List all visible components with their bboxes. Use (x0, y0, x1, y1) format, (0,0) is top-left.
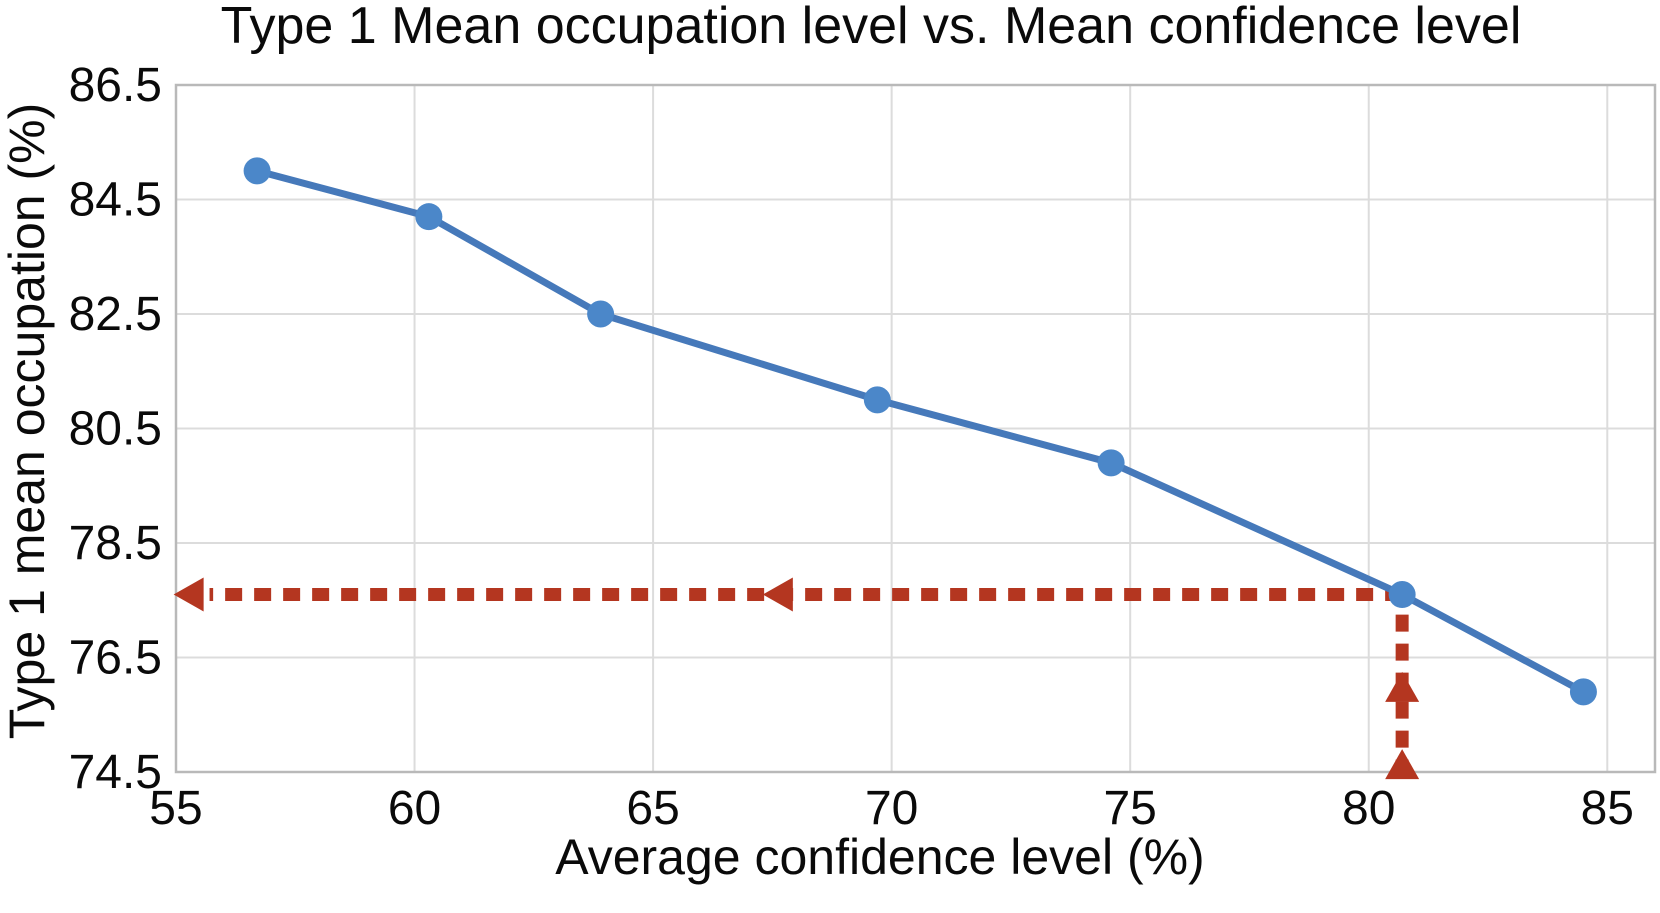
data-point-marker (1388, 581, 1416, 609)
up-arrowhead-icon (1385, 749, 1420, 780)
y-tick-label: 74.5 (69, 746, 162, 799)
x-axis-label: Average confidence level (%) (555, 829, 1205, 885)
data-point-marker (415, 203, 443, 231)
x-tick-label: 75 (1103, 782, 1156, 835)
data-point-marker (1097, 449, 1125, 477)
up-arrowhead-icon (1385, 671, 1420, 702)
data-point-marker (587, 300, 615, 328)
data-point-marker (1569, 678, 1597, 706)
chart-title: Type 1 Mean occupation level vs. Mean co… (220, 0, 1522, 55)
x-tick-label: 80 (1342, 782, 1395, 835)
x-tick-label: 70 (865, 782, 918, 835)
data-point-marker (243, 157, 271, 185)
y-tick-label: 84.5 (69, 174, 162, 227)
y-tick-label: 86.5 (69, 59, 162, 112)
y-tick-label: 82.5 (69, 288, 162, 341)
left-arrowhead-icon (173, 577, 204, 612)
data-point-marker (863, 386, 891, 414)
y-tick-label: 80.5 (69, 403, 162, 456)
x-tick-label: 65 (626, 782, 679, 835)
series-line (253, 167, 1587, 696)
x-tick-label: 55 (149, 782, 202, 835)
y-tick-label: 78.5 (69, 517, 162, 570)
x-tick-label: 60 (388, 782, 441, 835)
axes-border (174, 83, 1657, 774)
x-tick-label: 85 (1581, 782, 1634, 835)
y-tick-label: 76.5 (69, 632, 162, 685)
left-arrowhead-icon (762, 577, 793, 612)
